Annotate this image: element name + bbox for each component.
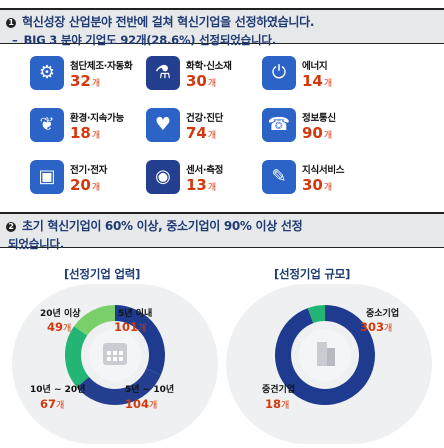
section1-header: 1 혁신성장 산업분야 전반에 걸쳐 혁신기업을 선정하였습니다. – BIG 3 … [0,8,444,47]
category-count: 30개 [186,72,217,90]
category-label: 정보통신 [302,113,336,124]
phone-icon: ☎ [262,108,296,142]
category-label: 환경·지속가능 [70,113,124,124]
age-donut-chart [65,305,165,405]
donut-segment [307,305,326,324]
bullet-two: 2 [6,222,16,232]
leaf-icon: ❦ [30,108,64,142]
category-count: 90개 [302,124,333,142]
sensor-icon: ◉ [146,160,180,194]
age-label-5within: 5년 이내 [118,309,153,319]
chip-icon: ▣ [30,160,64,194]
age-label-10-20: 10년 ~ 20년 [30,385,86,395]
age-value-10-20: 67개 [40,397,65,411]
flask-icon: ⚗ [146,56,180,90]
donut-segment [114,305,165,375]
age-label-20plus: 20년 이상 [40,309,81,319]
donut-segment [275,305,375,405]
size-label-midsize: 중견기업 [262,385,296,395]
category-count: 20개 [70,176,101,194]
age-panel-title: [선정기업 업력] [64,267,141,281]
section2-title-line2: 되었습니다. [8,237,65,251]
category-count: 14개 [302,72,333,90]
size-donut-chart [275,305,375,405]
size-value-sme: 303개 [360,320,393,334]
section1-subtitle: BIG 3 분야 기업도 92개(28.6%) 선정되었습니다. [23,33,277,47]
category-label: 에너지 [302,61,328,72]
section2-header: 2 초기 혁신기업이 60% 이상, 중소기업이 90% 이상 선정 되었습니다. [0,212,444,251]
category-count: 13개 [186,176,217,194]
robot-arm-icon: ⚙ [30,56,64,90]
age-label-5-10: 5년 ~ 10년 [125,385,175,395]
donut-segment [74,305,116,336]
dash: – [12,33,18,47]
bullet-one: 1 [6,18,16,28]
age-value-5-10: 104개 [125,397,158,411]
age-value-5within: 101개 [114,320,147,334]
power-icon: ⏻ [262,56,296,90]
size-label-sme: 중소기업 [366,309,400,319]
donut-segment [76,368,161,405]
category-label: 화학·신소재 [186,61,232,72]
category-count: 18개 [70,124,101,142]
category-label: 건강·진단 [186,113,224,124]
age-value-20plus: 49개 [47,320,72,334]
building-icon [317,342,335,366]
category-label: 첨단제조·자동화 [70,61,133,72]
category-count: 30개 [302,176,333,194]
size-value-midsize: 18개 [265,397,290,411]
category-label: 센서·측정 [186,165,224,176]
section1-title: 혁신성장 산업분야 전반에 걸쳐 혁신기업을 선정하였습니다. [22,15,315,29]
section2-title-line1: 초기 혁신기업이 60% 이상, 중소기업이 90% 이상 선정 [22,219,303,233]
donut-segment [65,326,90,388]
category-label: 전기·전자 [70,165,108,176]
category-count: 74개 [186,124,217,142]
category-count: 32개 [70,72,101,90]
calendar-icon [103,343,127,365]
category-label: 지식서비스 [302,165,345,176]
knowledge-icon: ✎ [262,160,296,194]
size-panel-title: [선정기업 규모] [274,267,351,281]
heart-pulse-icon: ♥ [146,108,180,142]
